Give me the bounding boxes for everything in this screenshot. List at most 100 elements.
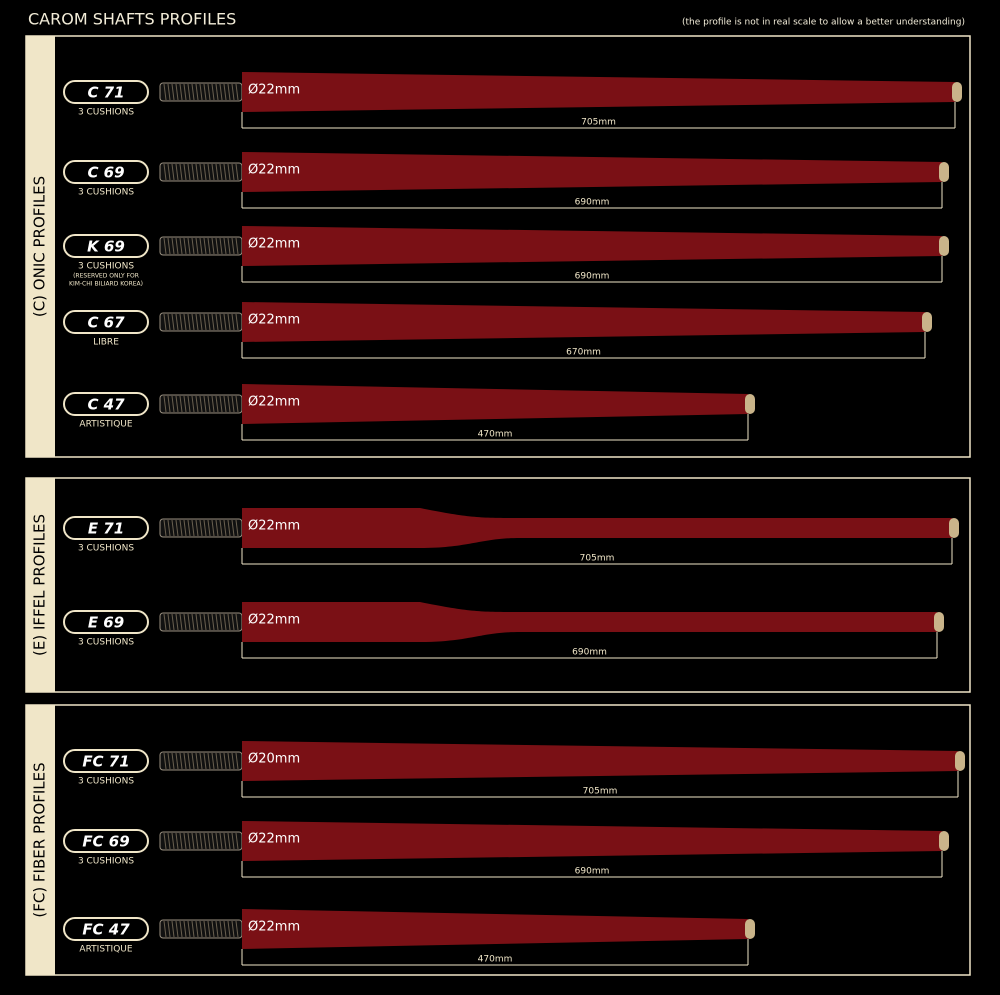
thread-line (211, 613, 215, 631)
thread-line (187, 613, 191, 631)
thread-line (203, 920, 207, 938)
thread-line (215, 313, 219, 331)
shaft (242, 508, 952, 548)
thread-line (187, 83, 191, 101)
model-name: C 71 (87, 84, 124, 102)
diameter: Ø22mm (248, 519, 300, 534)
thread-line (223, 83, 227, 101)
diameter: Ø20mm (248, 752, 300, 767)
thread-line (231, 519, 235, 537)
model-name: C 47 (87, 396, 125, 414)
shaft (242, 72, 955, 112)
thread-line (215, 832, 219, 850)
model-name: K 69 (87, 238, 125, 256)
model-name: E 71 (88, 520, 124, 538)
diameter: Ø22mm (248, 83, 300, 98)
ferrule (949, 518, 959, 538)
thread-line (187, 920, 191, 938)
length-label: 705mm (583, 787, 618, 797)
diameter: Ø22mm (248, 163, 300, 178)
thread-line (163, 519, 167, 537)
thread-line (235, 237, 239, 255)
thread-line (179, 752, 183, 770)
thread-line (227, 163, 231, 181)
thread-line (227, 752, 231, 770)
thread-line (191, 163, 195, 181)
thread-line (219, 752, 223, 770)
model-detail: 3 CUSHIONS (78, 857, 134, 867)
thread-line (211, 313, 215, 331)
thread-line (163, 752, 167, 770)
thread-line (183, 237, 187, 255)
thread-line (215, 83, 219, 101)
thread-line (227, 237, 231, 255)
thread-line (231, 613, 235, 631)
thread-line (227, 313, 231, 331)
thread-line (199, 920, 203, 938)
thread-line (235, 83, 239, 101)
model-detail: 3 CUSHIONS (78, 544, 134, 554)
thread-line (191, 83, 195, 101)
ferrule (745, 394, 755, 414)
length-label: 690mm (575, 198, 610, 208)
model-pill (63, 160, 149, 184)
model-detail: ARTISTIQUE (79, 420, 132, 430)
thread-line (199, 237, 203, 255)
thread-line (203, 83, 207, 101)
thread-line (207, 163, 211, 181)
thread-line (235, 395, 239, 413)
thread-line (207, 613, 211, 631)
thread-line (203, 832, 207, 850)
section-label-strip (26, 705, 55, 975)
thread-line (179, 832, 183, 850)
thread-line (203, 519, 207, 537)
thread-line (231, 832, 235, 850)
thread-line (199, 613, 203, 631)
thread-line (231, 313, 235, 331)
thread-line (235, 832, 239, 850)
thread-line (227, 613, 231, 631)
thread-line (167, 237, 171, 255)
ferrule (922, 312, 932, 332)
thread-line (223, 613, 227, 631)
thread-line (219, 237, 223, 255)
thread-line (171, 395, 175, 413)
thread-line (199, 313, 203, 331)
length-label: 690mm (575, 272, 610, 282)
thread-line (167, 752, 171, 770)
thread-line (175, 83, 179, 101)
thread-line (167, 920, 171, 938)
thread-line (179, 613, 183, 631)
thread-line (171, 163, 175, 181)
model-pill (63, 392, 149, 416)
thread-line (183, 832, 187, 850)
thread-line (183, 613, 187, 631)
thread-line (211, 752, 215, 770)
thread-line (235, 313, 239, 331)
thread-line (215, 163, 219, 181)
thread-line (215, 613, 219, 631)
thread-line (195, 237, 199, 255)
thread-line (235, 920, 239, 938)
thread-line (199, 395, 203, 413)
thread-line (183, 752, 187, 770)
ferrule (939, 831, 949, 851)
thread-line (179, 163, 183, 181)
thread-line (219, 920, 223, 938)
shaft (242, 384, 748, 424)
ferrule (939, 236, 949, 256)
thread-line (163, 832, 167, 850)
thread-line (163, 163, 167, 181)
thread-line (199, 163, 203, 181)
thread-line (207, 237, 211, 255)
thread-line (187, 519, 191, 537)
thread-line (203, 237, 207, 255)
section-label: (E) IFFEL PROFILES (31, 514, 49, 656)
thread-line (235, 613, 239, 631)
thread-line (219, 395, 223, 413)
thread-line (235, 163, 239, 181)
model-pill (63, 234, 149, 258)
model-name: C 67 (87, 314, 125, 332)
thread-line (175, 920, 179, 938)
thread-line (195, 752, 199, 770)
